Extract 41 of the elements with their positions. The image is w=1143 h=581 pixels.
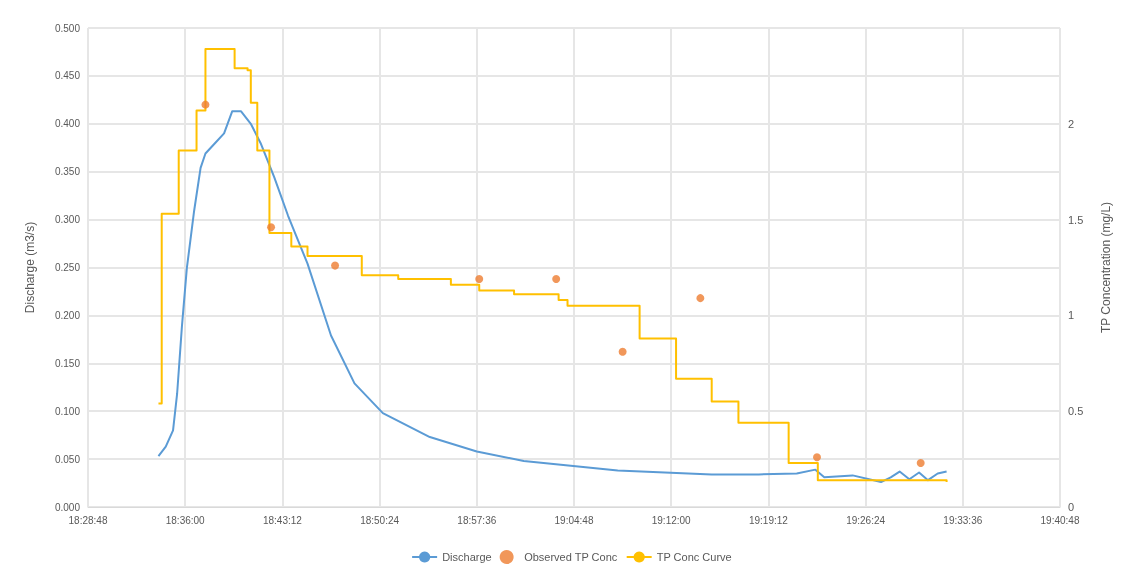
x-tick-label: 19:26:24 [846, 514, 886, 526]
y-tick-label: 0.000 [54, 501, 81, 513]
y2-tick-label: 2 [1068, 117, 1075, 130]
point [201, 100, 210, 109]
point [916, 458, 925, 467]
y-tick-label: 0.100 [54, 405, 81, 417]
point [475, 275, 484, 283]
x-tick-label: 19:40:48 [1040, 514, 1080, 526]
point [696, 294, 705, 303]
y-axis-title: Discharge (m3/s) [23, 221, 37, 314]
y2-tick-label: 0.5 [1068, 405, 1084, 418]
y-tick-label: 0.150 [54, 357, 81, 369]
y2-tick-label: 1 [1068, 309, 1075, 322]
point [552, 275, 561, 283]
y-tick-label: 0.400 [54, 118, 81, 130]
x-tick-label: 19:33:36 [943, 514, 983, 526]
y2-axis-title: TP Concentration (mg/L) [1099, 201, 1113, 334]
x-tick-label: 19:12:00 [651, 514, 692, 526]
x-tick-label: 18:28:48 [68, 514, 108, 526]
legend-label: Discharge [442, 551, 492, 563]
point [618, 347, 627, 356]
x-tick-label: 18:50:24 [360, 514, 400, 526]
y2-tick-label: 1.5 [1068, 213, 1084, 226]
x-tick-label: 18:57:36 [457, 514, 497, 526]
y-tick-label: 0.450 [54, 70, 81, 82]
x-tick-label: 19:04:48 [554, 514, 594, 526]
y-tick-label: 0.250 [54, 262, 81, 273]
y-tick-label: 0.350 [54, 166, 81, 178]
y-tick-label: 0.200 [54, 309, 81, 321]
y2-tick-label: 0 [1068, 501, 1075, 513]
x-tick-label: 19:19:12 [748, 514, 789, 526]
point [331, 261, 340, 270]
y-tick-label: 0.300 [54, 214, 81, 226]
y-tick-label: 0.050 [54, 453, 81, 465]
x-tick-label: 18:36:00 [165, 514, 206, 526]
x-tick-label: 18:43:12 [262, 514, 303, 526]
legend-label: Observed TP Conc [524, 551, 618, 563]
y-tick-label: 0.500 [54, 22, 81, 34]
point [267, 223, 276, 232]
point [813, 453, 821, 462]
legend-label: TP Conc Curve [656, 551, 732, 563]
